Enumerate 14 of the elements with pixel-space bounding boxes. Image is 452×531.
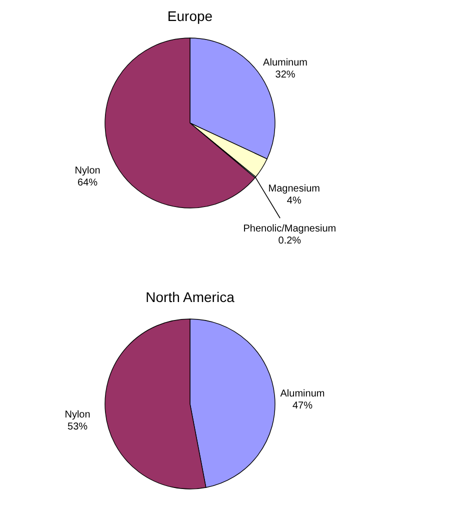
slice-label: Aluminum: [263, 57, 308, 68]
chart-title: Europe: [167, 8, 213, 24]
slice-label: Magnesium: [268, 183, 320, 194]
slice-label: Aluminum: [280, 388, 325, 400]
chart-title: North America: [146, 289, 235, 305]
data-label: 32%: [275, 69, 296, 80]
slice-label: Phenolic/Magnesium: [243, 223, 336, 234]
data-label: 53%: [67, 422, 88, 433]
data-label: 0.2%: [278, 235, 302, 246]
slice-label: Nylon: [74, 166, 100, 177]
data-label: 4%: [286, 195, 302, 206]
slice-label: Nylon: [64, 410, 90, 421]
data-label: 47%: [292, 400, 313, 412]
data-label: 64%: [78, 178, 98, 189]
